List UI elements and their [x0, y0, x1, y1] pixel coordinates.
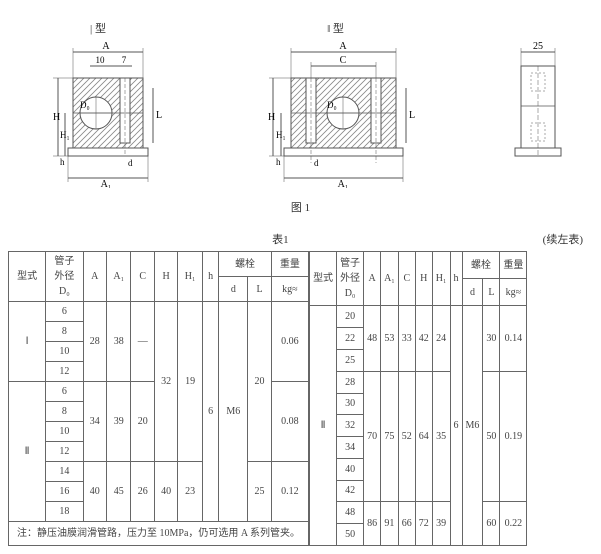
dim-A: A — [102, 41, 110, 52]
svg-text:d: d — [314, 158, 319, 168]
svg-text:C: C — [339, 55, 346, 66]
dim-H1: H₁ — [60, 130, 70, 140]
hdr-H1: H₁ — [178, 252, 202, 302]
diagram-side: 25 — [503, 38, 573, 191]
table-row: 48 86 91 66 72 39 60 0.22 — [310, 502, 527, 524]
dim-7: 7 — [122, 55, 127, 65]
diagram-type2-svg: A C D₀ H H₁ h L d A — [251, 38, 421, 188]
left-table: 型式 管子外径D₀ A A₁ C H H₁ h 螺栓 重量 d L kg≈ Ⅰ … — [8, 251, 309, 546]
svg-text:H₁: H₁ — [276, 130, 286, 140]
table-row: Ⅱ 20 48 53 33 42 24 6 M6 30 0.14 — [310, 306, 527, 328]
dim-H: H — [53, 112, 60, 123]
hdr-A: A — [83, 252, 106, 302]
dim-10: 10 — [96, 55, 106, 65]
hdr-d: d — [219, 277, 248, 302]
svg-text:L: L — [409, 110, 415, 121]
diagram-type2: ‖ 型 A C D₀ H H₁ h L — [251, 20, 421, 191]
dim-d: d — [128, 158, 133, 168]
table-row: 14 40 45 26 40 23 25 0.12 — [9, 462, 309, 482]
hdr-kg: kg≈ — [271, 277, 308, 302]
tables-wrapper: 型式 管子外径D₀ A A₁ C H H₁ h 螺栓 重量 d L kg≈ Ⅰ … — [8, 251, 593, 546]
table-row: 28 70 75 52 64 35 50 0.19 — [310, 371, 527, 393]
hdr-bolt: 螺栓 — [219, 252, 271, 277]
diagrams-row: | 型 A 10 7 D₀ H — [8, 20, 593, 191]
dim-L: L — [156, 110, 162, 121]
hdr-L: L — [248, 277, 271, 302]
hdr-h: h — [202, 252, 219, 302]
hdr-D0: 管子外径D₀ — [46, 252, 83, 302]
note: 注：静压油膜润滑管路，压力至 10MPa，仍可选用 A 系列管夹。 — [9, 522, 309, 546]
figure-caption: 图 1 — [8, 199, 593, 215]
dim-D0: D₀ — [80, 100, 90, 110]
diagram-type1-svg: A 10 7 D₀ H H₁ h L — [28, 38, 168, 188]
type2-label: ‖ 型 — [251, 20, 421, 36]
diagram-side-svg: 25 — [503, 38, 573, 188]
svg-text:h: h — [276, 157, 281, 167]
table-caption: 表1 — [272, 231, 289, 247]
svg-text:A: A — [339, 41, 347, 52]
svg-text:25: 25 — [533, 41, 543, 52]
svg-text:H: H — [268, 112, 275, 123]
hdr-C: C — [131, 252, 154, 302]
hdr-H: H — [154, 252, 177, 302]
svg-text:D₀: D₀ — [327, 100, 337, 110]
hdr-A1: A₁ — [107, 252, 131, 302]
type1-label: | 型 — [28, 20, 168, 36]
dim-h: h — [60, 157, 65, 167]
table-row: Ⅰ 6 28 38 — 32 19 6 M6 20 0.06 — [9, 302, 309, 322]
dim-A1: A₁ — [101, 179, 112, 188]
right-table: 型式 管子外径D₀ A A₁ C H H₁ h 螺栓 重量 d L kg≈ Ⅱ … — [309, 251, 527, 546]
hdr-type: 型式 — [9, 252, 46, 302]
hdr-weight: 重量 — [271, 252, 308, 277]
svg-text:A₁: A₁ — [337, 179, 348, 188]
table-title-row: 表1 (续左表) — [18, 231, 583, 247]
continuation-label: (续左表) — [543, 231, 583, 247]
diagram-type1: | 型 A 10 7 D₀ H — [28, 20, 168, 191]
